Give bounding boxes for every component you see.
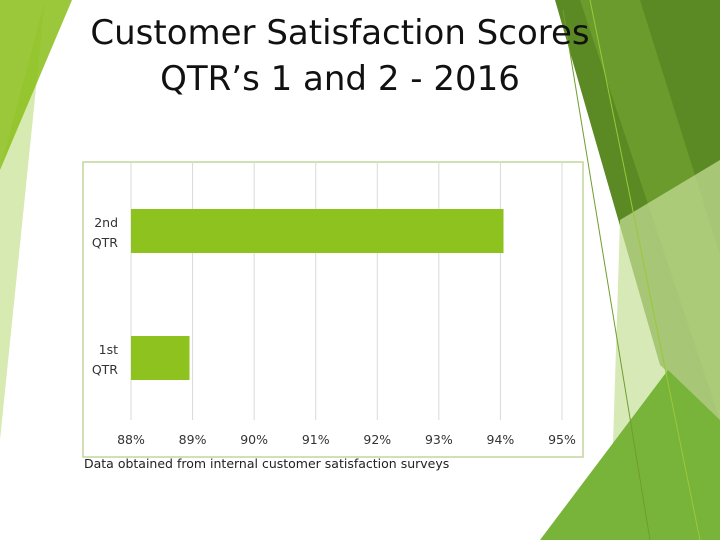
left-accent-shape bbox=[0, 0, 72, 170]
category-label: QTR bbox=[92, 235, 118, 250]
x-tick-label: 94% bbox=[487, 432, 515, 447]
bar-2 bbox=[131, 336, 190, 380]
category-label: QTR bbox=[92, 362, 118, 377]
gridlines bbox=[130, 162, 563, 420]
slide-title: Customer Satisfaction Scores QTR’s 1 and… bbox=[40, 10, 640, 102]
x-tick-label: 93% bbox=[425, 432, 453, 447]
x-tick-label: 88% bbox=[117, 432, 145, 447]
x-tick-label: 92% bbox=[363, 432, 391, 447]
right-accent-line bbox=[562, 9, 651, 540]
x-tick-label: 95% bbox=[548, 432, 576, 447]
category-label: 1st bbox=[99, 342, 118, 357]
right-accent-shape-green bbox=[540, 370, 720, 540]
category-label: 2nd bbox=[94, 215, 118, 230]
x-tick-label: 91% bbox=[302, 432, 330, 447]
x-tick-labels: 88% 89% 90% 91% 92% 93% 94% 95% bbox=[117, 432, 576, 447]
category-labels: 2nd QTR 1st QTR bbox=[92, 215, 118, 377]
slide-title-line-2: QTR’s 1 and 2 - 2016 bbox=[160, 59, 520, 99]
left-accent-shape-lower bbox=[0, 0, 45, 440]
slide-title-line-1: Customer Satisfaction Scores bbox=[90, 13, 590, 53]
bars bbox=[131, 209, 504, 380]
x-tick-label: 89% bbox=[179, 432, 207, 447]
right-accent-line-2 bbox=[589, 0, 701, 540]
chart-area-background bbox=[82, 161, 584, 458]
x-tick-label: 90% bbox=[240, 432, 268, 447]
source-caption: Data obtained from internal customer sat… bbox=[84, 456, 450, 471]
bar-1 bbox=[131, 209, 504, 253]
